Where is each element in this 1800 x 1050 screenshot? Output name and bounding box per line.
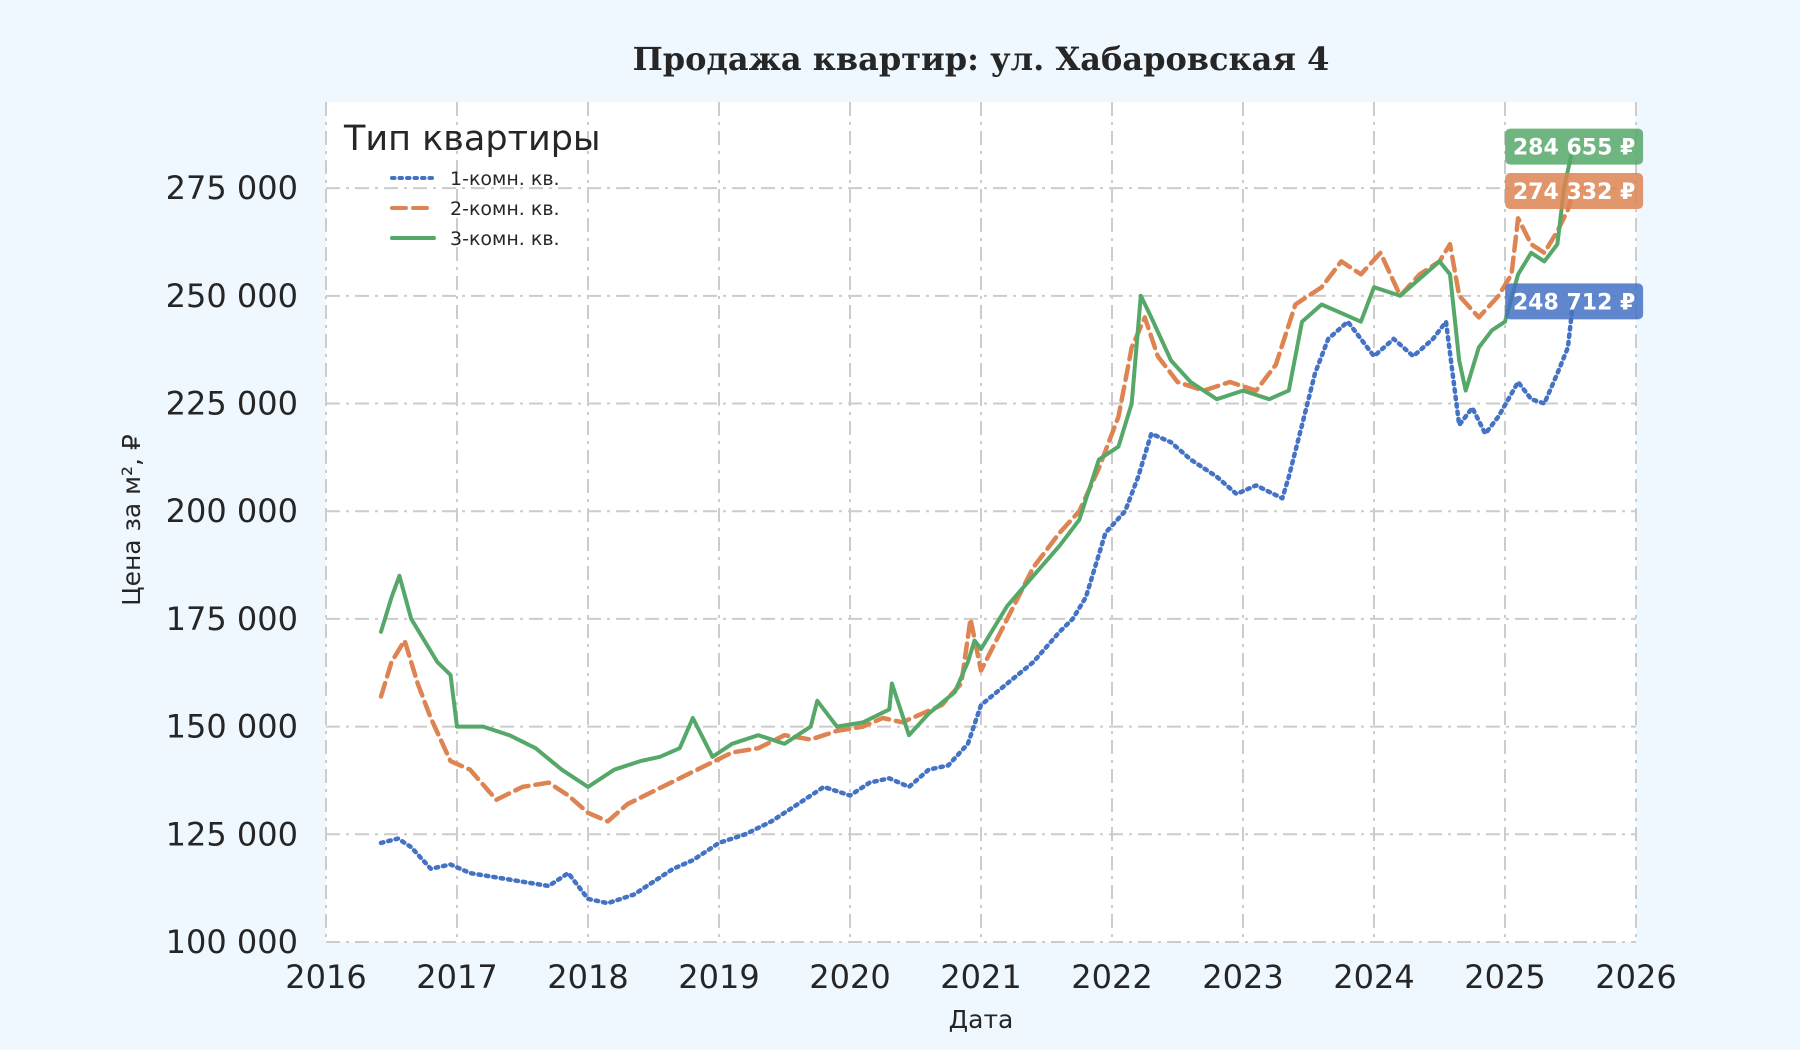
series-line-2 xyxy=(378,188,1576,824)
y-tick-label: 200 000 xyxy=(166,492,298,530)
series-line-1 xyxy=(378,299,1576,906)
end-label-2: 274 332 ₽ xyxy=(1513,180,1635,205)
y-tick-label: 150 000 xyxy=(166,708,298,746)
x-tick-label: 2020 xyxy=(809,958,890,996)
series-group xyxy=(378,144,1576,906)
end-label-box-3 xyxy=(1505,128,1644,165)
x-tick-label: 2021 xyxy=(940,958,1021,996)
y-tick-labels: 100 000 125 000 150 000 175 000 200 000 225 0… xyxy=(166,169,298,961)
end-label-box-2 xyxy=(1505,173,1644,210)
x-tick-label: 2018 xyxy=(547,958,628,996)
x-tick-label: 2022 xyxy=(1071,958,1152,996)
x-tick-label: 2024 xyxy=(1333,958,1414,996)
y-tick-label: 225 000 xyxy=(166,385,298,423)
end-label-1: 248 712 ₽ xyxy=(1513,290,1635,315)
y-tick-label: 100 000 xyxy=(166,923,298,961)
legend-title: Тип квартиры xyxy=(343,119,601,159)
end-labels: 248 712 ₽ 274 332 ₽ 284 655 ₽ xyxy=(1505,128,1644,320)
legend-label-3: 3-комн. кв. xyxy=(450,228,560,250)
y-tick-label: 175 000 xyxy=(166,600,298,638)
x-tick-label: 2019 xyxy=(678,958,759,996)
end-label-box-1 xyxy=(1505,283,1644,320)
legend: Тип квартиры 1-комн. кв. 2-комн. кв. 3-ком… xyxy=(343,119,601,250)
x-tick-label: 2017 xyxy=(416,958,497,996)
y-tick-label: 275 000 xyxy=(166,169,298,207)
x-tick-label: 2025 xyxy=(1464,958,1545,996)
series-line-3 xyxy=(379,144,1576,789)
y-axis-label: Цена за м², ₽ xyxy=(117,434,146,606)
y-tick-label: 250 000 xyxy=(166,277,298,315)
grid xyxy=(325,102,1637,943)
x-tick-label: 2016 xyxy=(285,958,366,996)
x-tick-label: 2026 xyxy=(1595,958,1676,996)
legend-label-2: 2-комн. кв. xyxy=(450,198,560,220)
y-tick-label: 125 000 xyxy=(166,815,298,853)
x-axis-label: Дата xyxy=(949,1005,1014,1034)
chart-title: Продажа квартир: ул. Хабаровская 4 xyxy=(633,40,1330,78)
legend-label-1: 1-комн. кв. xyxy=(450,168,560,190)
x-tick-label: 2023 xyxy=(1202,958,1283,996)
x-tick-labels: 2016 2017 2018 2019 2020 2021 2022 2023 2024 2025… xyxy=(285,958,1676,996)
end-label-3: 284 655 ₽ xyxy=(1513,136,1635,161)
